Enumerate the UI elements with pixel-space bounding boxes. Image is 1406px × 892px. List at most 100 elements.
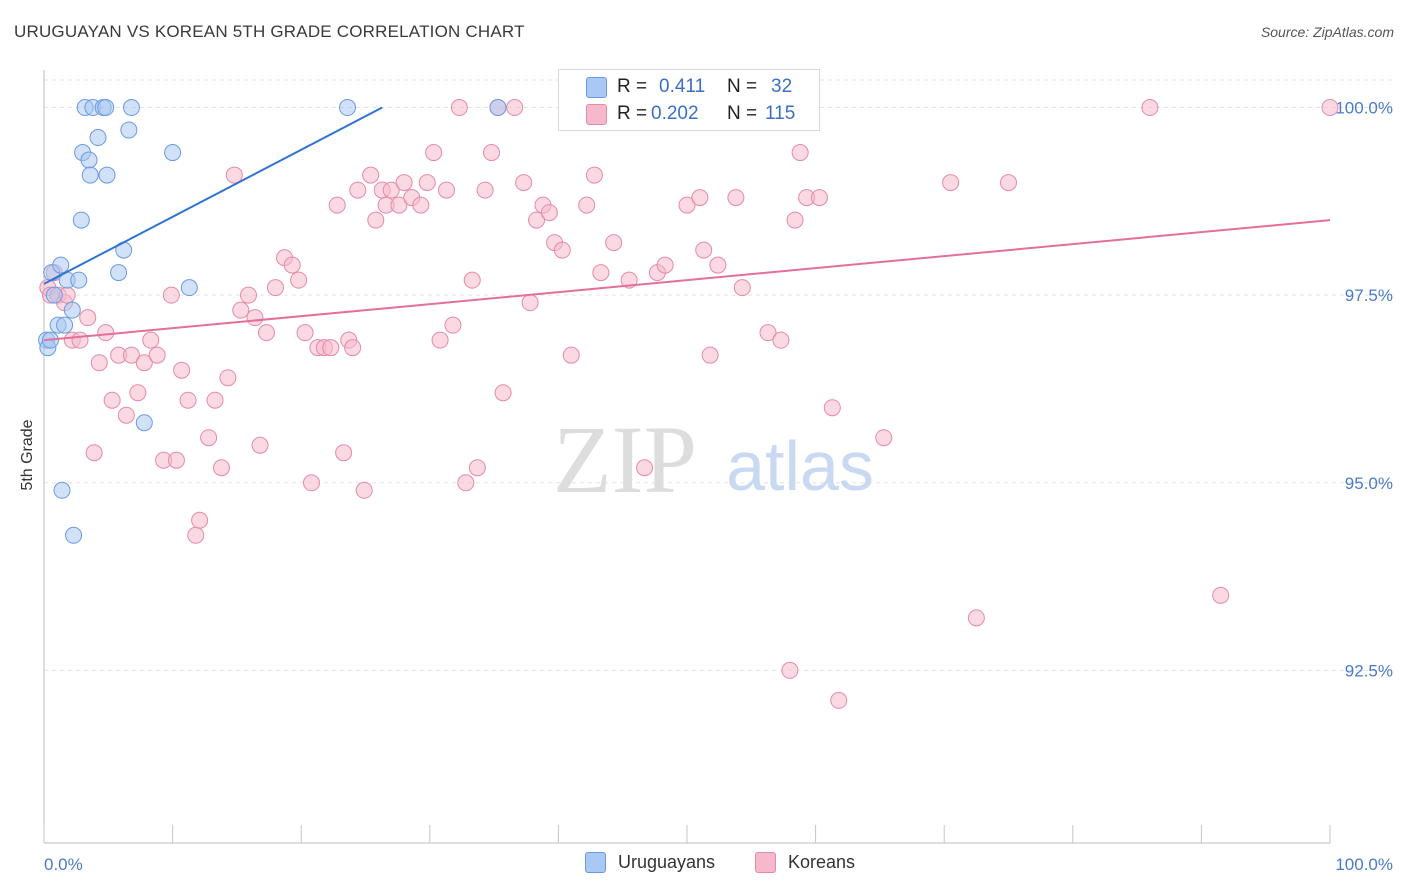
uruguayan-point [63,301,81,319]
korean-point [167,451,185,469]
uruguayan-point [164,144,182,162]
legend-label: Koreans [788,852,856,872]
r-label: R = [617,103,648,124]
y-tick-label: 95.0% [1345,474,1393,493]
korean-point [494,384,512,402]
korean-point [290,271,308,289]
uruguayan-point [52,256,70,274]
uruguayan-point [180,279,198,297]
korean-point [468,459,486,477]
korean-point [701,346,719,364]
r-value: 0.411 [659,76,706,97]
uruguayan-point [338,99,356,117]
uruguayan-point [135,414,153,432]
uruguayan-point [97,99,115,117]
koreans-points [39,99,1339,709]
korean-point [562,346,580,364]
korean-point [823,399,841,417]
trend-lines [43,106,1331,342]
korean-point [344,339,362,357]
korean-point [620,271,638,289]
koreans-trend-line [43,219,1331,342]
y-tick-label: 92.5% [1345,661,1393,680]
korean-point [302,474,320,492]
korean-point [390,196,408,214]
korean-point [148,346,166,364]
uruguayans-trend-line [43,106,383,285]
korean-point [142,331,160,349]
korean-point [942,174,960,192]
korean-point [322,339,340,357]
legend-item-uruguayans[interactable]: Uruguayans [585,852,715,873]
korean-point [1000,174,1017,192]
korean-point [135,354,153,372]
korean-point [412,196,430,214]
korean-point [967,609,985,627]
n-value: 115 [765,103,796,124]
korean-point [636,459,654,477]
korean-point [173,361,191,379]
korean-point [438,181,456,199]
korean-point [257,324,275,342]
korean-point [179,391,197,409]
gridlines [44,79,1392,671]
korean-point [656,256,674,274]
uruguayan-point [65,526,83,544]
chart-title: URUGUAYAN VS KOREAN 5TH GRADE CORRELATIO… [14,22,525,41]
korean-point [382,181,400,199]
y-tick-label: 100.0% [1335,99,1393,118]
korean-point [476,181,494,199]
uruguayan-point [72,211,90,229]
korean-point [515,174,533,192]
korean-point [540,204,558,222]
korean-point [1321,99,1339,117]
uruguayan-point [81,166,99,184]
x-tick-label-max: 100.0% [1335,855,1393,874]
r-label: R = [617,76,648,97]
uruguayans-points [38,99,507,544]
korean-point [97,324,115,342]
korean-point [418,174,436,192]
korean-point [810,189,828,207]
korean-point [328,196,346,214]
korean-point [791,144,809,162]
korean-point [283,256,301,274]
bottom-legend: Uruguayans Koreans [0,852,1406,878]
n-label: N = [727,103,758,124]
korean-point [786,211,804,229]
stats-legend-box: R = 0.411 N = 32 R = 0.202 N = 115 [558,69,820,131]
uruguayan-point [122,99,140,117]
korean-point [246,309,264,327]
n-label: N = [727,76,758,97]
korean-point [219,369,237,387]
korean-point [585,166,603,184]
korean-point [296,324,314,342]
korean-point [592,264,610,282]
korean-point [691,189,709,207]
korean-point [450,99,468,117]
korean-point [206,391,224,409]
korean-point [232,301,250,319]
korean-point [122,346,140,364]
korean-point [187,526,205,544]
korean-point [605,234,623,252]
uruguayan-point [98,166,116,184]
korean-point [85,444,103,462]
korean-point [695,241,713,259]
korean-point [1212,586,1230,604]
korean-point [709,256,727,274]
korean-point [362,166,380,184]
korean-point [521,294,539,312]
x-tick-label-min: 0.0% [44,855,83,874]
uruguayan-point [45,286,63,304]
korean-point [553,241,571,259]
uruguayan-point [120,121,138,139]
uruguayan-point [53,481,71,499]
uruguayan-point [489,99,507,117]
korean-point [129,384,147,402]
korean-point [251,436,269,454]
korean-point [200,429,218,447]
legend-item-koreans[interactable]: Koreans [755,852,855,873]
korean-point [212,459,230,477]
